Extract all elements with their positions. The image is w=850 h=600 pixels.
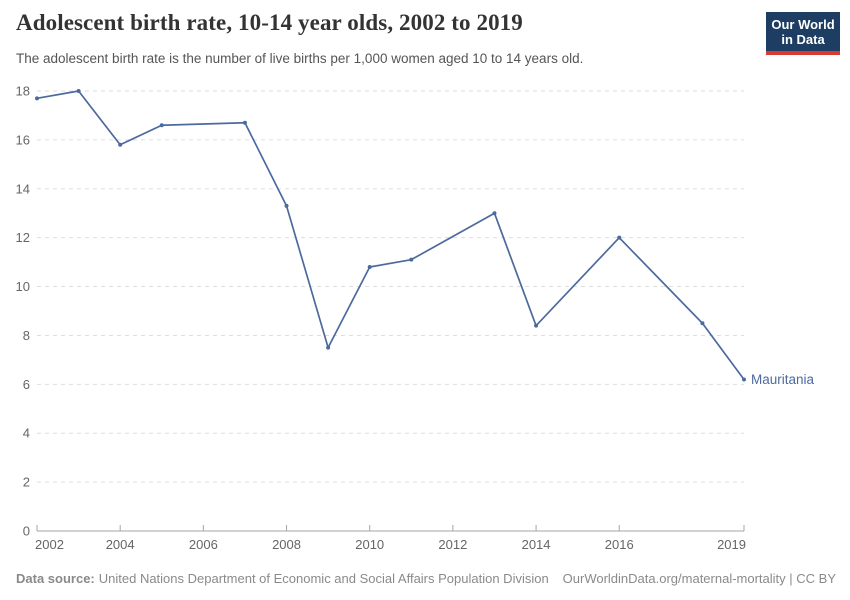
data-source-text: United Nations Department of Economic an…: [98, 571, 549, 586]
y-tick-label: 8: [23, 328, 30, 343]
data-source: Data source: United Nations Department of…: [16, 571, 549, 586]
x-tick-label: 2002: [35, 537, 64, 552]
owid-logo-line2: in Data: [781, 32, 825, 47]
chart-subtitle: The adolescent birth rate is the number …: [16, 51, 584, 66]
owid-logo: Our World in Data: [766, 12, 840, 55]
data-point-marker: [326, 345, 331, 350]
data-point-marker: [76, 89, 81, 93]
data-point-marker: [700, 321, 705, 326]
y-tick-label: 18: [16, 84, 30, 99]
y-tick-label: 4: [23, 426, 30, 441]
data-point-marker: [742, 377, 746, 382]
data-point-marker: [242, 120, 247, 125]
x-tick-label: 2019: [717, 537, 746, 552]
owid-logo-line1: Our World: [771, 17, 835, 32]
y-tick-label: 0: [23, 524, 30, 539]
x-tick-label: 2014: [522, 537, 551, 552]
x-tick-label: 2012: [438, 537, 467, 552]
y-tick-label: 16: [16, 132, 30, 147]
data-point-marker: [492, 211, 497, 216]
data-point-marker: [159, 123, 164, 128]
x-tick-label: 2010: [355, 537, 384, 552]
data-point-marker: [409, 257, 414, 262]
y-tick-label: 10: [16, 279, 30, 294]
chart-footer: Data source: United Nations Department of…: [16, 571, 836, 586]
x-tick-label: 2016: [605, 537, 634, 552]
x-tick-label: 2006: [189, 537, 218, 552]
data-point-marker: [617, 235, 622, 240]
citation: OurWorldinData.org/maternal-mortality | …: [562, 571, 836, 586]
y-tick-label: 6: [23, 377, 30, 392]
x-tick-label: 2004: [106, 537, 135, 552]
y-tick-label: 14: [16, 181, 30, 196]
x-tick-label: 2008: [272, 537, 301, 552]
data-point-marker: [534, 323, 539, 328]
y-tick-label: 2: [23, 475, 30, 490]
series-label: Mauritania: [751, 372, 815, 387]
data-point-marker: [35, 96, 39, 101]
data-point-marker: [284, 203, 289, 208]
y-tick-label: 12: [16, 230, 30, 245]
data-point-marker: [367, 265, 372, 269]
page-title: Adolescent birth rate, 10-14 year olds, …: [16, 10, 523, 35]
data-point-marker: [118, 142, 123, 147]
data-line: [36, 90, 745, 381]
data-source-label: Data source:: [16, 571, 95, 586]
